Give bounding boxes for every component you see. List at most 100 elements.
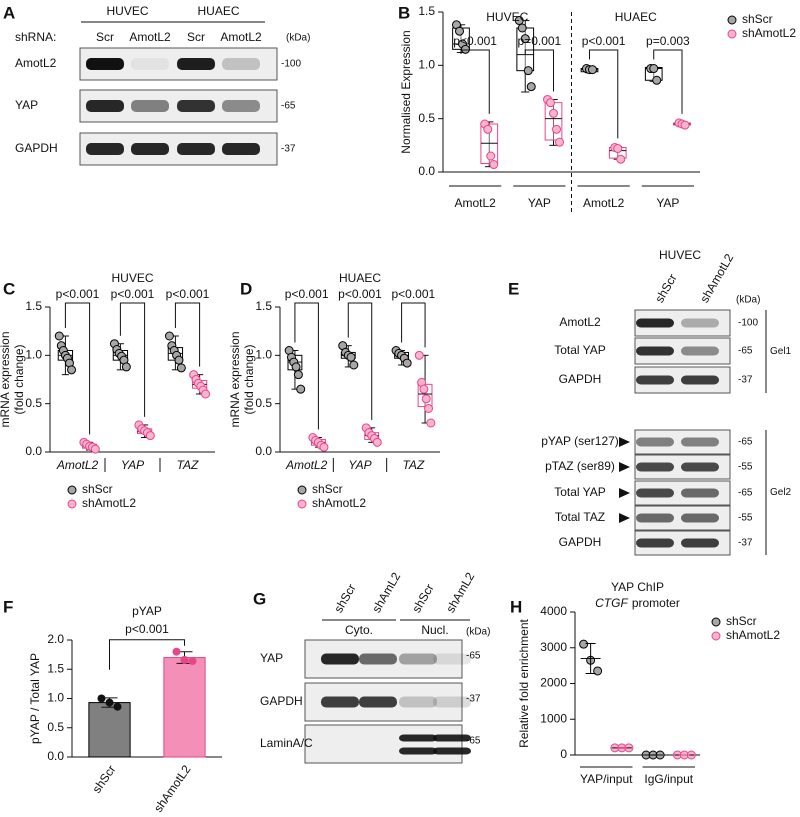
y-tick-label: 2000 xyxy=(540,676,567,690)
y-axis-label: pYAP / Total YAP xyxy=(28,653,42,744)
band xyxy=(86,143,124,155)
lane-label: AmotL2 xyxy=(129,30,171,44)
legend-marker xyxy=(711,631,721,641)
blot-row xyxy=(634,337,731,365)
kda-label: -37 xyxy=(281,144,296,155)
point xyxy=(526,82,536,92)
significance-bracket xyxy=(174,302,201,367)
band xyxy=(86,100,124,112)
row-label: Total YAP xyxy=(554,485,606,499)
y-axis-label: Normalised Expression xyxy=(399,30,413,153)
band xyxy=(681,437,719,447)
row-label: Total TAZ xyxy=(555,510,605,524)
significance-bracket xyxy=(401,302,426,348)
x-tick-label: YAP xyxy=(121,458,144,472)
band xyxy=(681,488,719,498)
band xyxy=(399,696,437,708)
panel-label: E xyxy=(508,279,519,298)
row-label: AmotL2 xyxy=(559,315,601,329)
point xyxy=(587,65,597,75)
kda-label: -65 xyxy=(466,736,481,747)
band xyxy=(222,143,260,155)
significance-bracket xyxy=(347,302,373,420)
x-tick-label: YAP/input xyxy=(580,772,633,786)
y-tick-label: 1.0 xyxy=(47,691,64,705)
chart-title: pYAP xyxy=(132,604,162,618)
panel-label: G xyxy=(253,589,266,608)
point xyxy=(520,34,530,44)
legend-marker xyxy=(727,29,737,39)
band xyxy=(321,696,359,708)
band xyxy=(433,747,471,755)
kda-label: -65 xyxy=(738,437,753,448)
legend-marker xyxy=(67,499,77,509)
point xyxy=(105,698,114,707)
point xyxy=(296,384,306,394)
chart-title: HUVEC xyxy=(111,271,153,285)
row-label: AmotL2 xyxy=(15,56,57,70)
band xyxy=(399,734,437,742)
point xyxy=(319,442,329,452)
point xyxy=(546,98,556,108)
group-label: Cyto. xyxy=(345,623,373,637)
band xyxy=(681,462,719,472)
kda-label: -65 xyxy=(466,651,481,662)
point xyxy=(652,75,662,85)
legend-label: shScr xyxy=(726,614,757,628)
band xyxy=(681,375,719,385)
row-label: YAP xyxy=(15,98,38,112)
y-axis-label: (fold change) xyxy=(242,344,256,414)
kda-label: -37 xyxy=(466,694,481,705)
x-tick-label: AmotL2 xyxy=(56,458,99,472)
row-label: GAPDH xyxy=(260,694,303,708)
error-bar xyxy=(585,642,596,674)
kda-label: -37 xyxy=(738,375,753,386)
band xyxy=(131,58,169,70)
legend-marker xyxy=(67,485,77,495)
group-label: HUVEC xyxy=(486,10,528,24)
p-value: p<0.001 xyxy=(166,287,210,301)
x-tick-label: YAP xyxy=(528,196,551,210)
significance-bracket xyxy=(119,302,146,417)
lane-label: shAmL2 xyxy=(443,570,477,615)
band xyxy=(359,653,397,665)
bar xyxy=(88,702,131,758)
kda-label: -37 xyxy=(738,538,753,549)
band xyxy=(321,653,359,665)
band xyxy=(86,58,124,70)
point xyxy=(174,355,184,365)
box xyxy=(544,102,563,141)
lane-label: shAmotL2 xyxy=(697,251,736,305)
band xyxy=(433,653,471,665)
point xyxy=(613,144,623,154)
lane-label: shScr xyxy=(409,582,436,616)
point xyxy=(616,154,626,164)
point xyxy=(349,360,359,370)
significance-bracket xyxy=(64,302,91,435)
kda-unit: (kDa) xyxy=(286,33,310,44)
point xyxy=(402,358,412,368)
point xyxy=(291,362,301,372)
y-tick-label: 1.5 xyxy=(255,299,272,313)
p-value: p<0.001 xyxy=(56,287,100,301)
significance-bracket xyxy=(524,49,555,92)
subtitle-italic: CTGF xyxy=(595,596,628,610)
error-bar xyxy=(616,746,627,749)
band xyxy=(636,375,674,385)
lane-label: shScr xyxy=(652,272,679,306)
x-tick-label: IgG/input xyxy=(644,772,693,786)
point xyxy=(486,151,496,161)
lane-label: Scr xyxy=(96,30,114,44)
panel-label: H xyxy=(510,597,522,616)
kda-label: -65 xyxy=(281,101,296,112)
arrow xyxy=(619,513,630,523)
point xyxy=(489,160,499,170)
point xyxy=(113,702,122,711)
blot-row xyxy=(304,724,463,764)
y-tick-label: 0.5 xyxy=(25,396,42,410)
point xyxy=(180,655,189,664)
chart-title: HUAEC xyxy=(339,271,381,285)
band xyxy=(399,653,437,665)
point xyxy=(593,666,603,676)
